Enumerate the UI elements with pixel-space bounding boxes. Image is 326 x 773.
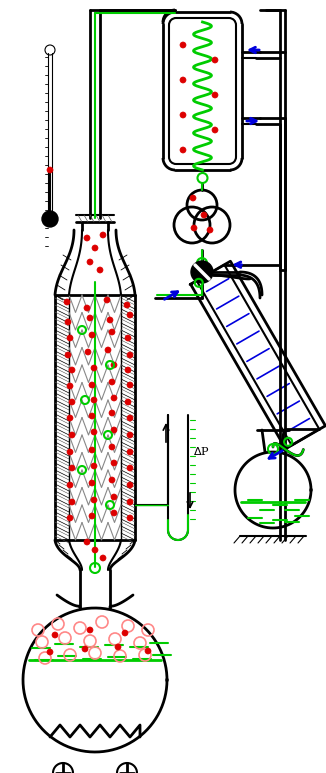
Circle shape [91, 397, 97, 403]
Circle shape [67, 335, 73, 341]
Circle shape [111, 362, 117, 368]
Circle shape [69, 399, 75, 405]
Circle shape [109, 410, 115, 416]
Circle shape [65, 319, 71, 325]
Circle shape [87, 627, 93, 633]
Circle shape [107, 317, 113, 323]
Circle shape [180, 112, 186, 118]
Circle shape [67, 449, 73, 455]
Circle shape [87, 259, 93, 265]
Circle shape [84, 235, 90, 241]
Circle shape [180, 147, 186, 153]
Circle shape [180, 77, 186, 83]
Circle shape [47, 649, 53, 655]
Circle shape [109, 444, 115, 450]
Circle shape [212, 57, 218, 63]
Circle shape [87, 315, 93, 321]
Circle shape [190, 195, 196, 201]
Circle shape [109, 477, 115, 483]
Circle shape [109, 379, 115, 385]
Circle shape [91, 429, 97, 435]
Circle shape [69, 367, 75, 373]
Circle shape [89, 480, 95, 486]
Circle shape [127, 482, 133, 488]
Circle shape [67, 383, 73, 389]
Circle shape [127, 352, 133, 358]
Circle shape [104, 297, 110, 303]
Circle shape [122, 630, 128, 636]
Circle shape [89, 382, 95, 388]
Circle shape [65, 352, 71, 358]
Circle shape [89, 332, 95, 338]
Circle shape [111, 395, 117, 401]
Circle shape [212, 92, 218, 98]
Circle shape [67, 515, 73, 521]
Circle shape [64, 299, 70, 305]
Circle shape [84, 305, 90, 311]
Circle shape [125, 335, 131, 341]
Circle shape [111, 494, 117, 500]
Circle shape [91, 497, 97, 503]
Circle shape [67, 415, 73, 421]
Circle shape [97, 267, 103, 273]
Circle shape [212, 127, 218, 133]
Circle shape [82, 646, 88, 652]
Circle shape [127, 515, 133, 521]
Circle shape [67, 482, 73, 488]
Circle shape [69, 432, 75, 438]
Circle shape [115, 644, 121, 650]
Circle shape [111, 460, 117, 466]
Circle shape [207, 227, 213, 233]
Circle shape [125, 399, 131, 405]
Circle shape [125, 367, 131, 373]
Circle shape [89, 447, 95, 453]
Circle shape [85, 349, 91, 355]
Circle shape [91, 463, 97, 469]
Circle shape [69, 465, 75, 471]
Circle shape [111, 427, 117, 433]
Circle shape [127, 432, 133, 438]
Circle shape [52, 632, 58, 638]
Circle shape [127, 415, 133, 421]
Circle shape [191, 225, 197, 231]
Circle shape [124, 302, 130, 308]
Circle shape [84, 539, 90, 545]
Circle shape [127, 499, 133, 505]
Circle shape [111, 510, 117, 516]
Circle shape [47, 167, 53, 173]
Circle shape [201, 212, 207, 218]
Circle shape [100, 555, 106, 561]
Circle shape [89, 413, 95, 419]
Circle shape [127, 312, 133, 318]
Text: $\Delta$P: $\Delta$P [193, 445, 210, 457]
Circle shape [127, 382, 133, 388]
Circle shape [127, 449, 133, 455]
Circle shape [92, 547, 98, 553]
Circle shape [69, 499, 75, 505]
Circle shape [145, 648, 151, 654]
Circle shape [191, 261, 213, 283]
Circle shape [92, 245, 98, 251]
Circle shape [100, 232, 106, 238]
Circle shape [109, 329, 115, 335]
Circle shape [89, 513, 95, 519]
Circle shape [180, 42, 186, 48]
Circle shape [42, 211, 58, 227]
Circle shape [105, 347, 111, 353]
Circle shape [91, 365, 97, 371]
Circle shape [127, 465, 133, 471]
